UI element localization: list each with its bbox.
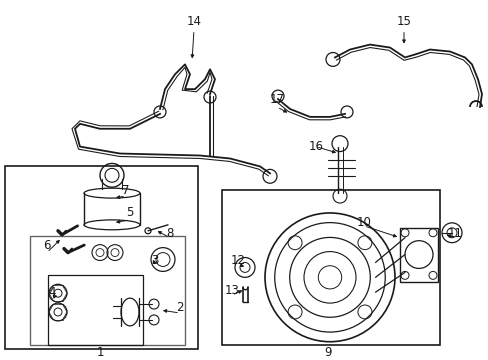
Text: 16: 16 [308,140,323,153]
Text: 14: 14 [186,15,201,28]
Text: 4: 4 [48,286,56,299]
Bar [5,166,198,348]
Bar [30,236,184,345]
Text: 17: 17 [269,93,284,105]
Text: 10: 10 [356,216,371,229]
Bar [222,190,439,345]
Text: 7: 7 [122,184,129,197]
Text: 11: 11 [447,227,462,240]
Text: 8: 8 [166,227,173,240]
Text: 9: 9 [324,346,331,359]
Text: 15: 15 [396,15,410,28]
Text: 1: 1 [96,346,103,359]
Text: 5: 5 [126,206,133,220]
Bar [48,275,142,345]
Text: 2: 2 [176,301,183,314]
Text: 12: 12 [230,254,245,267]
Text: 3: 3 [151,254,159,267]
Text: 6: 6 [43,239,51,252]
Bar [399,228,437,282]
Text: 13: 13 [224,284,239,297]
